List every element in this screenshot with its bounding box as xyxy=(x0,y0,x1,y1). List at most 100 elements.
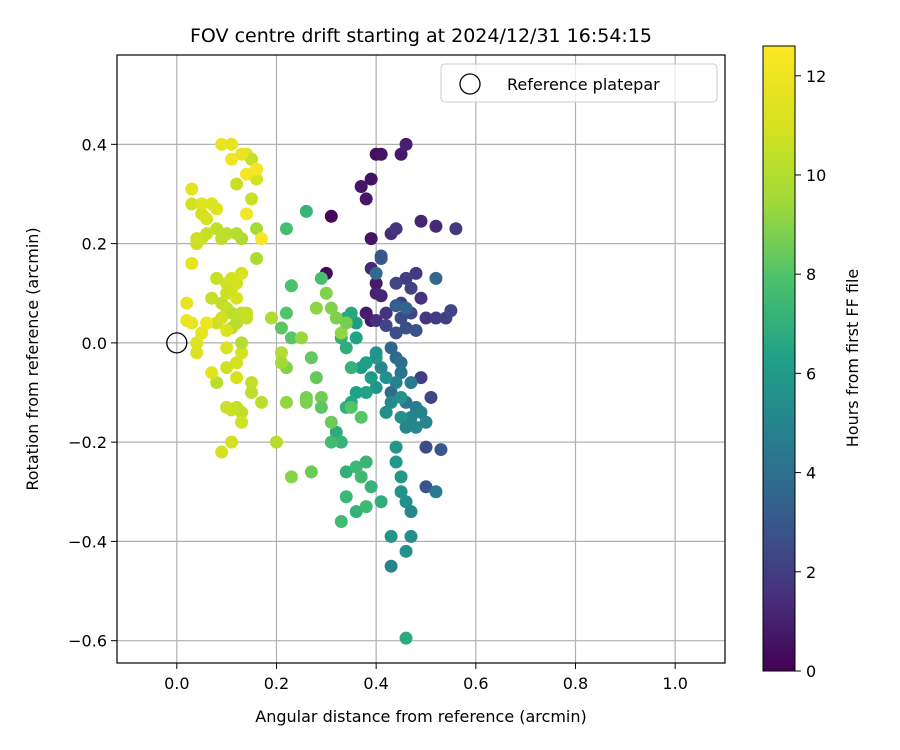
scatter-point xyxy=(374,495,388,509)
scatter-point xyxy=(399,631,413,645)
scatter-point xyxy=(359,500,373,514)
scatter-point xyxy=(210,376,224,390)
colorbar-tick-label: 10 xyxy=(806,166,826,185)
scatter-point xyxy=(190,232,204,246)
scatter-point xyxy=(389,276,403,290)
scatter-point xyxy=(414,214,428,228)
scatter-point xyxy=(409,420,423,434)
scatter-point xyxy=(364,480,378,494)
scatter-point xyxy=(344,400,358,414)
scatter-point xyxy=(334,326,348,340)
scatter-point xyxy=(374,249,388,263)
scatter-point xyxy=(245,152,259,166)
x-axis-label: Angular distance from reference (arcmin) xyxy=(255,707,586,726)
scatter-point xyxy=(329,311,343,325)
scatter-point xyxy=(324,209,338,223)
scatter-point xyxy=(384,386,398,400)
scatter-point xyxy=(369,381,383,395)
scatter-point xyxy=(235,415,249,429)
scatter-point xyxy=(180,314,194,328)
scatter-point xyxy=(349,331,363,345)
scatter-point xyxy=(404,505,418,519)
scatter-point xyxy=(384,341,398,355)
colorbar-tick-label: 0 xyxy=(806,662,816,681)
scatter-point xyxy=(399,495,413,509)
scatter-point xyxy=(230,227,244,241)
scatter-point xyxy=(309,371,323,385)
plot-area xyxy=(117,55,725,663)
scatter-point xyxy=(245,192,259,206)
y-tick-label: 0.0 xyxy=(82,334,107,353)
scatter-point xyxy=(359,356,373,370)
scatter-point xyxy=(339,316,353,330)
x-tick-label: 0.2 xyxy=(264,674,289,693)
scatter-point xyxy=(444,304,458,318)
scatter-point xyxy=(284,331,298,345)
x-tick-label: 0.8 xyxy=(563,674,588,693)
scatter-point xyxy=(314,400,328,414)
scatter-point xyxy=(200,212,214,226)
scatter-point xyxy=(230,371,244,385)
scatter-point xyxy=(334,435,348,449)
scatter-point xyxy=(389,299,403,313)
reference-marker xyxy=(166,332,188,354)
scatter-point xyxy=(364,172,378,186)
chart-title: FOV centre drift starting at 2024/12/31 … xyxy=(190,25,652,47)
scatter-point xyxy=(389,326,403,340)
scatter-point xyxy=(299,395,313,409)
scatter-point xyxy=(274,346,288,360)
colorbar-tick-label: 12 xyxy=(806,67,826,86)
scatter-point xyxy=(399,544,413,558)
scatter-point xyxy=(205,366,219,380)
scatter-point xyxy=(284,470,298,484)
scatter-point xyxy=(379,405,393,419)
scatter-point xyxy=(424,390,438,404)
scatter-point xyxy=(419,311,433,325)
scatter-point xyxy=(364,232,378,246)
scatter-point xyxy=(379,306,393,320)
scatter-point xyxy=(369,276,383,290)
scatter-point xyxy=(369,266,383,280)
scatter-point xyxy=(409,266,423,280)
scatter-point xyxy=(394,147,408,161)
scatter-point xyxy=(250,251,264,265)
scatter-point xyxy=(359,306,373,320)
scatter-point xyxy=(185,256,199,270)
scatter-point xyxy=(314,271,328,285)
scatter-point xyxy=(190,346,204,360)
scatter-point xyxy=(404,281,418,295)
plot-frame xyxy=(116,54,726,664)
scatter-point xyxy=(369,314,383,328)
scatter-point xyxy=(409,323,423,337)
scatter-point xyxy=(215,445,229,459)
scatter-point xyxy=(210,271,224,285)
scatter-point xyxy=(255,232,269,246)
scatter-point xyxy=(429,485,443,499)
x-tick-label: 0.6 xyxy=(463,674,488,693)
scatter-point xyxy=(389,376,403,390)
scatter-point xyxy=(349,460,363,474)
scatter-point xyxy=(354,180,368,194)
scatter-point xyxy=(354,410,368,424)
y-tick-label: −0.2 xyxy=(68,433,107,452)
y-axis-label: Rotation from reference (arcmin) xyxy=(23,227,42,490)
scatter-point xyxy=(359,386,373,400)
legend-box xyxy=(440,63,718,103)
scatter-point xyxy=(384,559,398,573)
scatter-point xyxy=(324,435,338,449)
scatter-point xyxy=(279,306,293,320)
scatter-point xyxy=(314,390,328,404)
legend: Reference platepar xyxy=(440,63,718,103)
colorbar: 0 2 4 6 8 10 12 Hours from first FF file xyxy=(762,45,862,681)
scatter-point xyxy=(394,356,408,370)
scatter-point xyxy=(384,529,398,543)
scatter-point xyxy=(200,316,214,330)
scatter-point xyxy=(185,182,199,196)
scatter-point xyxy=(250,172,264,186)
data-points xyxy=(180,137,463,645)
scatter-point xyxy=(220,361,234,375)
scatter-point xyxy=(304,465,318,479)
scatter-point xyxy=(319,286,333,300)
scatter-point xyxy=(245,386,259,400)
